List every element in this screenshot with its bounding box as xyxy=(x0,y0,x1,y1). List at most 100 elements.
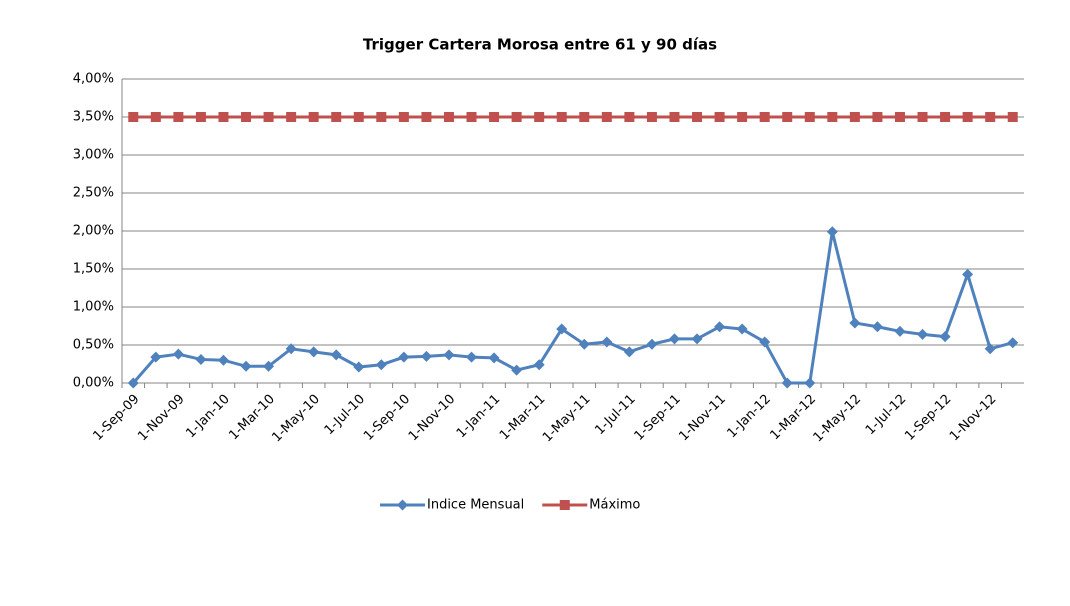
marker xyxy=(556,323,568,335)
marker xyxy=(826,226,838,238)
x-tick-label: 1-Nov-10 xyxy=(406,392,458,444)
marker xyxy=(218,112,229,122)
marker xyxy=(579,112,590,122)
series xyxy=(127,226,1019,389)
marker xyxy=(466,112,477,122)
y-tick-label: 3,00% xyxy=(73,148,114,163)
x-tick-label: 1-Jul-12 xyxy=(863,392,909,438)
marker xyxy=(263,360,275,372)
marker xyxy=(601,336,613,348)
x-tick-label: 1-Sep-11 xyxy=(632,392,684,444)
marker xyxy=(646,338,658,350)
x-tick-label: 1-Sep-10 xyxy=(361,392,413,444)
marker xyxy=(420,350,432,362)
marker xyxy=(849,112,860,122)
marker xyxy=(128,112,139,122)
marker xyxy=(962,268,974,280)
x-tick-label: 1-Nov-11 xyxy=(676,392,728,444)
marker xyxy=(939,331,951,343)
marker xyxy=(375,359,387,371)
marker xyxy=(533,359,545,371)
marker xyxy=(623,346,635,358)
marker xyxy=(559,500,570,510)
marker xyxy=(985,112,996,122)
marker xyxy=(443,349,455,361)
x-tick-label: 1-May-12 xyxy=(811,392,865,446)
marker xyxy=(150,351,162,363)
x-tick-label: 1-Jan-10 xyxy=(183,392,232,441)
x-tick-label: 1-Jul-11 xyxy=(592,392,638,438)
marker xyxy=(714,112,725,122)
x-tick-label: 1-Sep-12 xyxy=(902,392,954,444)
marker xyxy=(353,361,365,373)
marker xyxy=(984,343,996,355)
marker xyxy=(398,351,410,363)
x-tick-label: 1-May-10 xyxy=(269,392,323,446)
marker xyxy=(285,343,297,355)
x-tick-label: 1-Jan-11 xyxy=(454,392,503,441)
marker xyxy=(421,112,432,122)
marker xyxy=(241,112,252,122)
marker xyxy=(217,354,229,366)
marker xyxy=(894,112,905,122)
marker xyxy=(692,112,703,122)
y-tick-label: 0,50% xyxy=(73,338,114,353)
marker xyxy=(534,112,545,122)
marker xyxy=(804,112,815,122)
marker xyxy=(871,321,883,333)
marker xyxy=(466,351,478,363)
marker xyxy=(962,112,973,122)
marker xyxy=(195,112,206,122)
marker xyxy=(804,377,816,389)
x-tick-label: 1-Jan-12 xyxy=(725,392,774,441)
marker xyxy=(511,112,522,122)
chart-title: Trigger Cartera Morosa entre 61 y 90 día… xyxy=(363,36,717,54)
marker xyxy=(489,112,500,122)
marker xyxy=(398,112,409,122)
marker xyxy=(668,333,680,345)
y-tick-label: 1,00% xyxy=(73,300,114,315)
marker xyxy=(1007,112,1018,122)
marker xyxy=(240,360,252,372)
marker xyxy=(624,112,635,122)
marker xyxy=(781,377,793,389)
marker xyxy=(308,112,319,122)
marker xyxy=(397,499,408,511)
marker xyxy=(714,321,726,333)
marker xyxy=(330,349,342,361)
marker xyxy=(173,112,184,122)
marker xyxy=(872,112,883,122)
marker xyxy=(511,364,523,376)
marker xyxy=(172,348,184,360)
marker xyxy=(488,352,500,364)
marker xyxy=(195,353,207,365)
series-line xyxy=(132,231,1014,385)
marker xyxy=(646,112,657,122)
marker xyxy=(759,112,770,122)
marker xyxy=(150,112,161,122)
marker xyxy=(894,325,906,337)
marker xyxy=(286,112,297,122)
marker xyxy=(827,112,838,122)
marker xyxy=(578,338,590,350)
marker xyxy=(443,112,454,122)
marker xyxy=(601,112,612,122)
series xyxy=(128,112,1018,122)
y-tick-label: 2,50% xyxy=(73,186,114,201)
y-tick-label: 2,00% xyxy=(73,224,114,239)
x-tick-label: 1-Nov-09 xyxy=(135,392,187,444)
marker xyxy=(759,336,771,348)
marker xyxy=(308,346,320,358)
x-tick-label: 1-May-11 xyxy=(540,392,594,446)
marker xyxy=(691,333,703,345)
marker xyxy=(736,323,748,335)
legend-label: Máximo xyxy=(589,498,640,513)
marker xyxy=(782,112,793,122)
marker xyxy=(353,112,364,122)
x-tick-label: 1-Nov-12 xyxy=(947,392,999,444)
marker xyxy=(917,112,928,122)
x-tick-label: 1-Jul-10 xyxy=(322,392,368,438)
x-tick-label: 1-Sep-09 xyxy=(90,392,142,444)
